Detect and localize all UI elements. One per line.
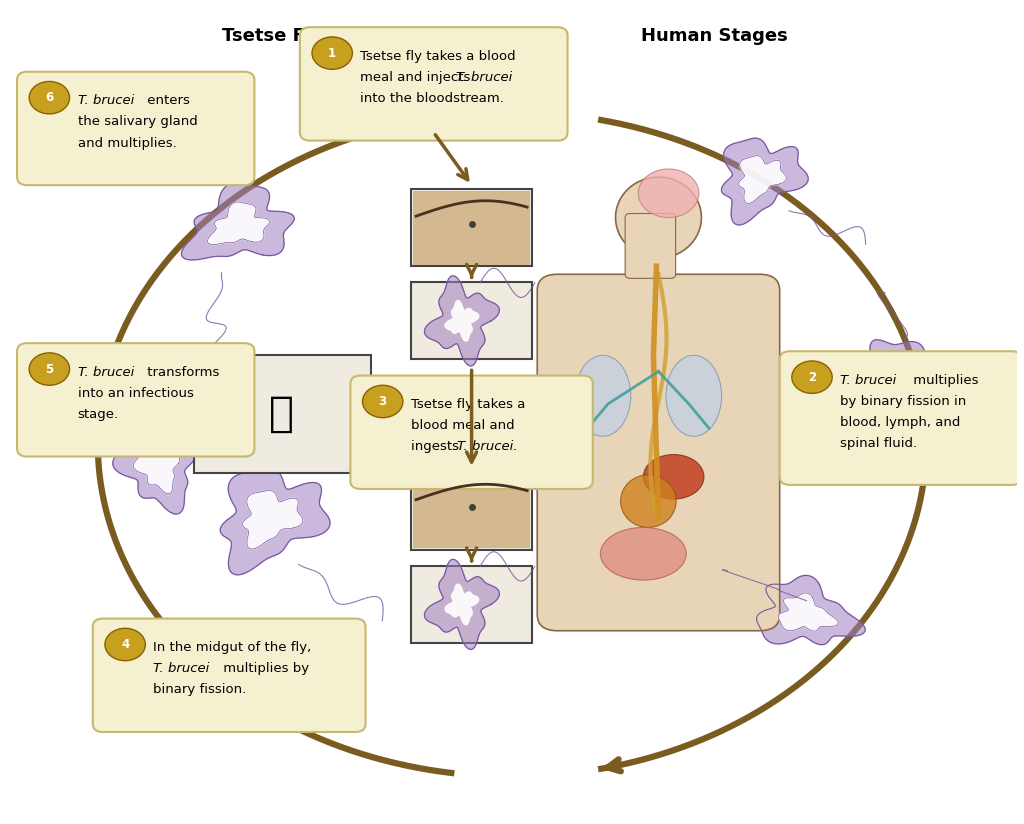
Text: 5: 5 — [45, 363, 53, 376]
Polygon shape — [868, 358, 924, 400]
Polygon shape — [424, 559, 500, 649]
Text: transforms: transforms — [143, 366, 220, 379]
Ellipse shape — [575, 355, 631, 436]
FancyBboxPatch shape — [17, 72, 254, 185]
Text: and multiplies.: and multiplies. — [78, 137, 176, 150]
Text: blood meal and: blood meal and — [411, 419, 515, 433]
Ellipse shape — [666, 355, 722, 436]
Text: by binary fission in: by binary fission in — [841, 395, 967, 408]
FancyBboxPatch shape — [411, 283, 532, 359]
Text: the salivary gland: the salivary gland — [78, 115, 198, 129]
Text: T. brucei: T. brucei — [78, 95, 134, 107]
Text: In the midgut of the fly,: In the midgut of the fly, — [154, 641, 311, 654]
Text: ingests: ingests — [411, 440, 463, 453]
Text: into the bloodstream.: into the bloodstream. — [360, 92, 505, 105]
Text: 🦟: 🦟 — [269, 392, 294, 434]
FancyBboxPatch shape — [413, 191, 530, 265]
Text: stage.: stage. — [78, 408, 119, 421]
Circle shape — [362, 386, 402, 418]
Circle shape — [312, 37, 352, 69]
Polygon shape — [181, 183, 294, 260]
FancyBboxPatch shape — [300, 27, 567, 141]
Polygon shape — [220, 468, 330, 575]
Text: 6: 6 — [45, 91, 53, 104]
Text: multiplies by: multiplies by — [219, 662, 309, 676]
Circle shape — [29, 82, 70, 114]
Polygon shape — [757, 575, 865, 644]
Polygon shape — [846, 339, 946, 417]
Polygon shape — [738, 156, 786, 204]
Text: blood, lymph, and: blood, lymph, and — [841, 416, 961, 429]
Text: meal and injects: meal and injects — [360, 71, 475, 84]
Ellipse shape — [615, 177, 701, 258]
Ellipse shape — [600, 527, 686, 580]
Polygon shape — [243, 490, 303, 549]
FancyBboxPatch shape — [779, 351, 1022, 485]
Polygon shape — [778, 593, 838, 631]
Text: Tsetse Fly Stages: Tsetse Fly Stages — [222, 27, 398, 45]
Text: 3: 3 — [379, 395, 387, 408]
Text: T. brucei: T. brucei — [78, 366, 134, 379]
Text: binary fission.: binary fission. — [154, 683, 247, 696]
Text: spinal fluid.: spinal fluid. — [841, 437, 918, 450]
Polygon shape — [113, 430, 198, 514]
FancyBboxPatch shape — [538, 274, 779, 630]
Text: T. brucei: T. brucei — [457, 71, 513, 84]
Polygon shape — [424, 276, 500, 366]
Text: 1: 1 — [328, 47, 336, 59]
Text: T. brucei: T. brucei — [154, 662, 210, 676]
Text: 4: 4 — [121, 638, 129, 651]
Text: Tsetse fly takes a blood: Tsetse fly takes a blood — [360, 50, 516, 63]
Text: T. brucei.: T. brucei. — [458, 440, 518, 453]
FancyBboxPatch shape — [411, 566, 532, 643]
FancyBboxPatch shape — [411, 473, 532, 550]
Ellipse shape — [638, 169, 698, 218]
Text: T. brucei: T. brucei — [841, 374, 897, 387]
Text: multiplies: multiplies — [909, 374, 979, 387]
FancyBboxPatch shape — [350, 376, 593, 489]
Text: Tsetse fly takes a: Tsetse fly takes a — [411, 398, 525, 411]
FancyBboxPatch shape — [625, 213, 676, 279]
Text: into an infectious: into an infectious — [78, 387, 194, 400]
Polygon shape — [445, 301, 479, 341]
Text: 2: 2 — [808, 371, 816, 384]
Text: enters: enters — [143, 95, 190, 107]
FancyBboxPatch shape — [411, 190, 532, 266]
Circle shape — [104, 628, 145, 661]
Polygon shape — [445, 584, 479, 625]
Polygon shape — [133, 447, 180, 494]
FancyBboxPatch shape — [194, 355, 371, 473]
Text: Human Stages: Human Stages — [641, 27, 787, 45]
Ellipse shape — [643, 455, 703, 499]
Polygon shape — [208, 202, 269, 245]
FancyBboxPatch shape — [17, 343, 254, 456]
Circle shape — [29, 353, 70, 386]
FancyBboxPatch shape — [93, 619, 366, 732]
Polygon shape — [722, 138, 808, 225]
Ellipse shape — [621, 475, 676, 527]
FancyBboxPatch shape — [413, 475, 530, 548]
Circle shape — [792, 361, 833, 393]
